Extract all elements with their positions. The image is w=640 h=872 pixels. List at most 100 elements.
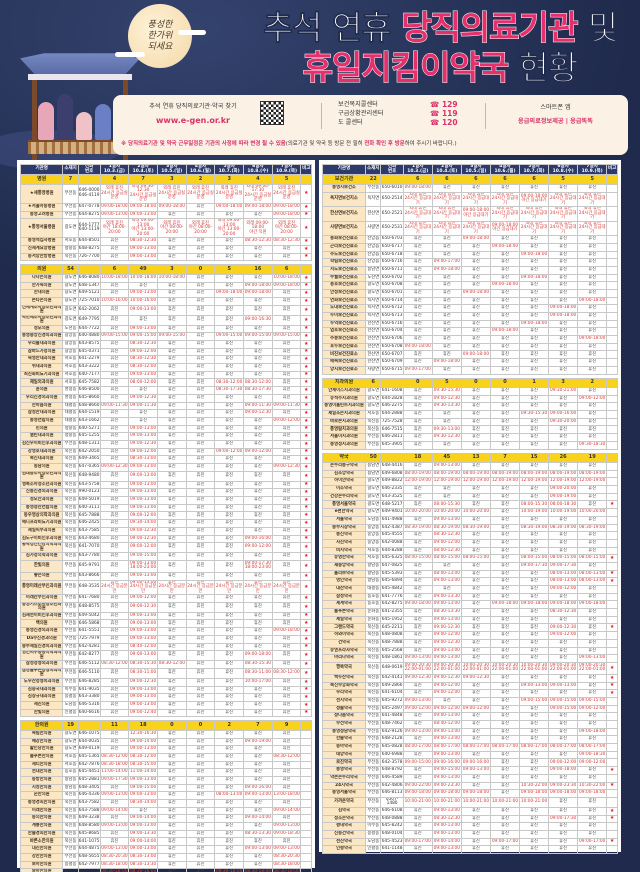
schedule-cell: 휴진 <box>156 511 187 521</box>
schedule-cell: 휴진 <box>214 627 245 636</box>
schedule-cell: 09:00-18:00 <box>460 350 491 360</box>
star-marker-icon: ★ <box>300 281 312 291</box>
schedule-cell: 휴진 <box>243 210 273 220</box>
note-cell <box>300 760 312 770</box>
schedule-cell: 09:00-13:00 <box>99 791 130 800</box>
table-row: 김신우이비인후과의원 무전동 648-1311 휴진 09:00-12:30 휴진 휴진 휴진… <box>19 439 312 449</box>
schedule-cell: 휴진 <box>402 577 433 586</box>
note-cell <box>300 745 312 754</box>
schedule-cell: 10:00-20:00 <box>577 508 608 517</box>
day-count: 5 <box>214 264 245 275</box>
schedule-cell: 휴진 <box>214 559 245 573</box>
location-cell: 동호동 <box>365 600 382 610</box>
location-cell: 광도면 <box>365 508 382 517</box>
schedule-cell: 휴진 <box>460 608 491 617</box>
schedule-cell: 휴진 <box>460 312 491 321</box>
facility-name: 제일약국 <box>321 615 367 625</box>
schedule-cell: 휴진 <box>489 258 521 267</box>
schedule-cell: 휴진 <box>156 296 187 306</box>
phone-cell: 648-3535 <box>77 579 101 596</box>
schedule-cell: 휴진 <box>271 660 302 669</box>
facility-name: 한가족의원 <box>19 281 64 291</box>
schedule-cell: 휴진 <box>214 355 245 365</box>
location-cell: 한산면 <box>365 342 382 352</box>
location-cell: 동호동 <box>62 768 79 777</box>
schedule-cell: 휴진 <box>214 416 245 426</box>
schedule-cell: 휴진 <box>431 312 462 321</box>
note-cell <box>606 538 618 548</box>
column-header: 6일차 10.8.(수) <box>243 163 273 176</box>
schedule-cell: 휴진 <box>156 304 187 316</box>
schedule-cell: 휴진 <box>156 314 187 326</box>
facility-name: 통영약국 <box>321 766 367 775</box>
table-row: 삼성약국 동호동 641-7776 휴진 09:00-13:30 휴진 휴진 휴진 휴진 휴진 <box>321 592 618 602</box>
schedule-cell: 09:00-13:00 <box>128 845 158 854</box>
schedule-cell: 휴진 <box>489 592 521 602</box>
schedule-cell: 휴진 <box>431 183 462 193</box>
location-cell: 무전동 <box>62 594 79 603</box>
schedule-cell: 휴진 <box>489 312 521 321</box>
star-marker-icon: ★ <box>300 289 312 298</box>
schedule-cell: 09:00-18:00 <box>489 242 521 252</box>
table-row: 통영중앙신경외과의원 광양동 640-4880 09:00-15:00 09:00-15… <box>19 332 312 341</box>
schedule-cell: 휴진 <box>156 799 187 808</box>
schedule-cell: 휴진 <box>489 350 521 360</box>
schedule-cell: 휴진 <box>156 806 187 816</box>
schedule-cell: 휴진 <box>243 700 273 710</box>
facility-name: 동방한의원 <box>19 775 64 785</box>
moon-slogan-logo: 풍성한 한가위 되세요 <box>128 4 192 68</box>
star-marker-icon: ★ <box>300 332 312 341</box>
schedule-cell: 09:00-12:30 <box>128 526 158 536</box>
table-row: 사진약국 중앙동 642-0088 휴진 09:00-12:00 휴진 휴진 휴진 휴진 휴진 <box>321 538 618 548</box>
schedule-cell: 휴진 <box>460 631 491 640</box>
location-cell: 명정동 <box>62 386 79 395</box>
schedule-cell: 09:00-14:00 <box>243 814 273 824</box>
schedule-cell: 외래 휴진 24시간 응급실운영 <box>185 183 216 204</box>
note-cell <box>606 696 618 706</box>
schedule-cell: 휴진 <box>271 424 302 434</box>
day-count: 6 <box>402 174 433 185</box>
schedule-cell: 11:00-14:00 <box>128 768 158 777</box>
schedule-cell: 휴진 <box>214 237 245 246</box>
schedule-cell: 휴진 <box>577 235 608 244</box>
schedule-cell: 휴진 <box>548 845 579 854</box>
table-row: 대산약국 태평동 645-4842 휴진 휴진 휴진 휴진 휴진 09:00-12:00 휴진 <box>321 585 618 594</box>
table-row: 본타존의원 광도면 725-7010 10:00-16:00 10:00-16:00 휴진… <box>19 296 312 306</box>
schedule-cell: 휴진 <box>519 417 550 427</box>
schedule-cell: 09:00-13:00 <box>128 775 158 785</box>
schedule-cell: 휴진 <box>548 712 579 721</box>
schedule-cell: 휴진 <box>214 634 245 644</box>
table-row: 통영적십자병원 서호동 644-8501 휴진 08:30-12:30 휴진 휴진 휴진 08:… <box>19 237 312 246</box>
schedule-cell: 휴진 <box>214 424 245 434</box>
phone-cell: 643-8666 <box>77 571 101 581</box>
location-cell: 북신동 <box>365 631 382 640</box>
schedule-cell: 휴진 <box>271 768 302 777</box>
schedule-cell: 휴진 <box>99 667 130 679</box>
schedule-cell: 09:00-12:00 <box>128 594 158 603</box>
egen-link[interactable]: www.e-gen.or.kr <box>156 116 230 125</box>
schedule-cell: 휴진 <box>460 410 491 419</box>
phone-cell: 0507-1480 <box>380 796 404 808</box>
location-cell: 광도면 <box>365 281 382 290</box>
schedule-cell: 10:00-17:00 <box>243 677 273 687</box>
schedule-cell: 휴진 <box>214 700 245 710</box>
location-cell: 북신동 <box>365 417 382 427</box>
phone-cell: 643-4680 <box>77 534 101 544</box>
phone-cell: 649-7795 <box>77 314 101 326</box>
schedule-cell: 휴진 <box>243 822 273 831</box>
schedule-cell: 09:00-18:00 <box>214 202 245 212</box>
note-cell <box>606 410 618 419</box>
schedule-cell: 09:00-13:00 <box>431 845 462 854</box>
schedule-cell: 휴진 <box>156 355 187 365</box>
note-cell <box>606 477 618 487</box>
qr-code-icon[interactable] <box>260 101 284 125</box>
table-row: 새중앙약국 항남동 647-0825 휴진 휴진 휴진 휴진 09:00-17:30 09:00… <box>321 561 618 571</box>
schedule-cell: 휴진 <box>243 304 273 316</box>
facility-name: 비진보건진료소 <box>321 350 367 360</box>
facility-name: 백두산약국 <box>321 673 367 683</box>
phone-cell: 643-1662 <box>77 416 101 426</box>
location-cell: 무전동 <box>365 712 382 721</box>
schedule-cell: 휴진 <box>243 439 273 449</box>
column-header: 비고 <box>606 163 618 176</box>
schedule-cell: 외래 휴진 24시간 응급대기 <box>548 220 579 237</box>
